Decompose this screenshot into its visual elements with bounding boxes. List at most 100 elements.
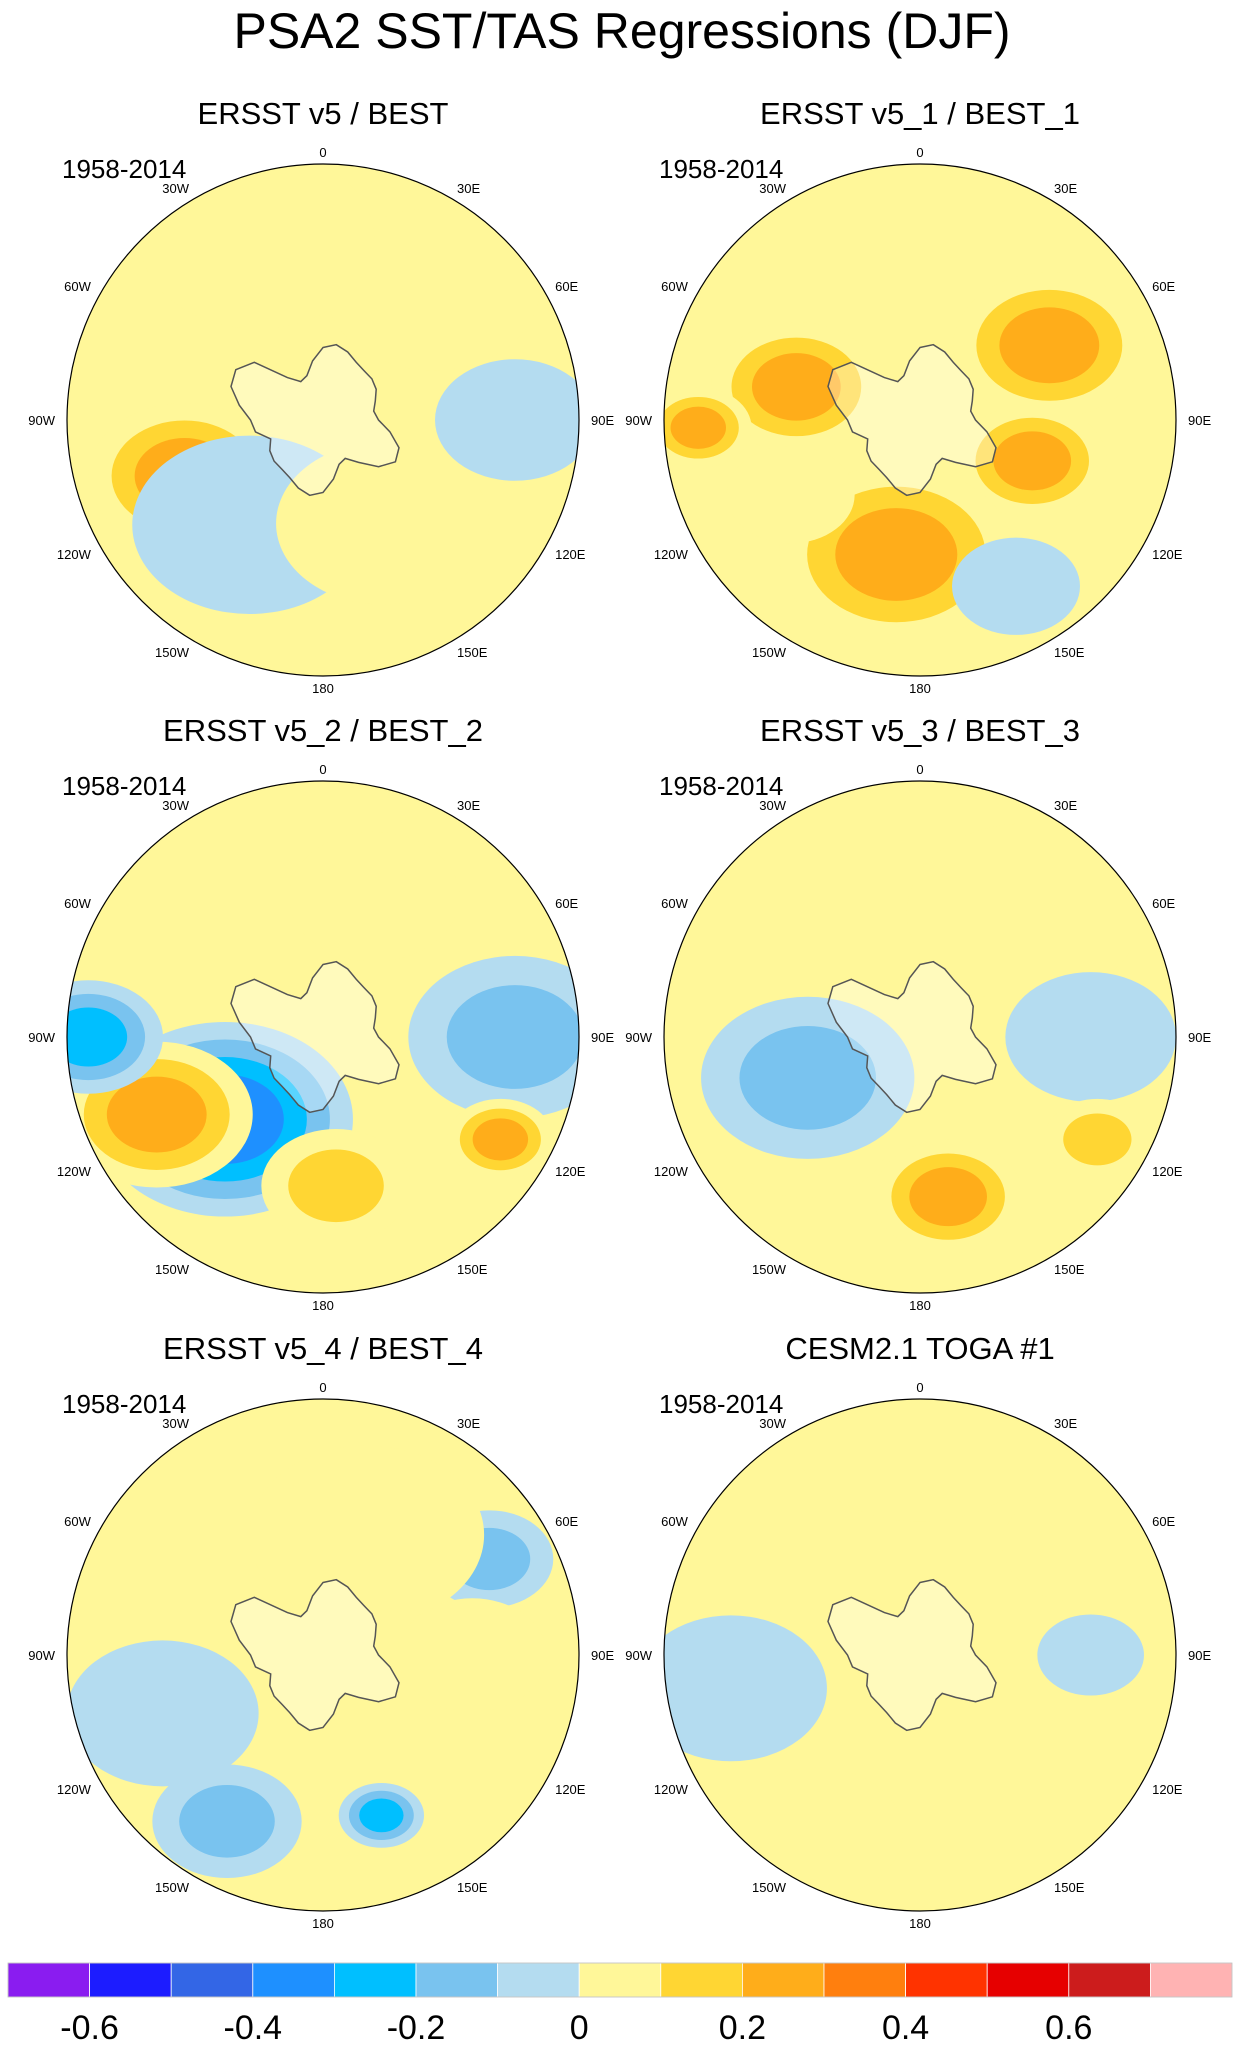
longitude-label: 150E xyxy=(457,1880,488,1895)
longitude-label: 90E xyxy=(591,1030,614,1045)
longitude-label: 90W xyxy=(625,1030,652,1045)
contour-region xyxy=(435,359,579,481)
panel-title: ERSST v5_3 / BEST_3 xyxy=(760,713,1080,748)
period-label: 1958-2014 xyxy=(62,1389,186,1419)
longitude-label: 60E xyxy=(555,279,578,294)
longitude-label: 90E xyxy=(1188,413,1211,428)
colorbar-swatch xyxy=(497,1962,580,1998)
longitude-label: 120W xyxy=(57,1782,92,1797)
longitude-label: 0 xyxy=(319,762,326,777)
regression-field xyxy=(664,781,1176,1293)
contour-region xyxy=(249,1445,485,1624)
map-boundary xyxy=(66,780,580,1294)
longitude-label: 150E xyxy=(1054,645,1085,660)
colorbar-swatch xyxy=(742,1962,825,1998)
longitude-label: 180 xyxy=(312,1298,334,1313)
contour-region xyxy=(1002,1488,1152,1602)
colorbar-swatch xyxy=(252,1962,335,1998)
contour-region xyxy=(952,537,1080,635)
longitude-label: 0 xyxy=(916,762,923,777)
contour-region xyxy=(732,1767,903,1898)
contour-region xyxy=(276,442,490,605)
antarctica-coastline xyxy=(230,1578,400,1732)
period-label: 1958-2014 xyxy=(659,1389,783,1419)
longitude-label: 150E xyxy=(457,1262,488,1277)
longitude-label: 150W xyxy=(752,1880,787,1895)
longitude-label: 30E xyxy=(457,181,480,196)
colorbar-tick-label: 0 xyxy=(570,2009,589,2047)
colorbar-swatch xyxy=(333,1962,417,1998)
longitude-label: 180 xyxy=(312,1916,334,1931)
longitude-label: 90W xyxy=(625,413,652,428)
antarctica-coastline xyxy=(827,1578,997,1732)
colorbar-swatch xyxy=(1150,1962,1233,1998)
longitude-label: 30E xyxy=(457,798,480,813)
panel-title: ERSST v5 / BEST xyxy=(198,96,449,131)
period-label: 1958-2014 xyxy=(62,154,186,184)
longitude-label: 90W xyxy=(28,1030,55,1045)
longitude-label: 30E xyxy=(457,1416,480,1431)
regression-field xyxy=(664,164,1176,676)
antarctica-coastline xyxy=(827,343,997,497)
longitude-label: 60E xyxy=(555,896,578,911)
longitude-label: 30W xyxy=(759,181,786,196)
longitude-label: 90W xyxy=(28,413,55,428)
contour-region xyxy=(993,431,1072,491)
longitude-label: 30E xyxy=(1054,798,1077,813)
map-panel: 0 30E 60E 90E 120E 150E 180 150W 120W 90W 60W 30W ER… xyxy=(625,713,1211,1313)
regression-field xyxy=(67,781,579,1293)
longitude-label: 60W xyxy=(64,279,91,294)
longitude-label: 150W xyxy=(155,1262,190,1277)
period-label: 1958-2014 xyxy=(62,771,186,801)
longitude-label: 60W xyxy=(64,1514,91,1529)
colorbar-frame xyxy=(7,1962,1233,1998)
colorbar-tick-label: -0.6 xyxy=(60,2009,119,2047)
regression-field xyxy=(67,164,579,676)
contour-region xyxy=(999,307,1100,384)
longitude-label: 120E xyxy=(1152,1164,1183,1179)
contour-region xyxy=(751,353,841,421)
longitude-label: 60W xyxy=(64,896,91,911)
longitude-label: 120W xyxy=(57,547,92,562)
longitude-label: 30E xyxy=(1054,181,1077,196)
colorbar-swatch xyxy=(905,1962,988,1998)
contour-region xyxy=(472,1118,529,1161)
contour-region xyxy=(1063,1113,1132,1166)
map-boundary xyxy=(66,1398,580,1912)
contour-region xyxy=(1037,1614,1144,1696)
contour-region xyxy=(67,1640,259,1787)
colorbar-tick-label: 0.4 xyxy=(882,2009,929,2047)
longitude-label: 90E xyxy=(591,1648,614,1663)
longitude-label: 180 xyxy=(909,1916,931,1931)
longitude-label: 30W xyxy=(162,798,189,813)
period-label: 1958-2014 xyxy=(659,154,783,184)
contour-region xyxy=(179,1784,275,1858)
colorbar-swatch xyxy=(415,1962,498,1998)
contour-region xyxy=(909,1167,987,1227)
longitude-label: 30W xyxy=(162,181,189,196)
longitude-label: 0 xyxy=(916,145,923,160)
longitude-label: 60E xyxy=(1152,1514,1175,1529)
map-panel: 0 30E 60E 90E 120E 150E 180 150W 120W 90W 60W 30W ER… xyxy=(28,713,614,1313)
longitude-label: 180 xyxy=(312,681,334,696)
contour-region xyxy=(1005,972,1176,1102)
contour-region xyxy=(726,446,855,544)
map-panel: 0 30E 60E 90E 120E 150E 180 150W 120W 90W 60W 30W ER… xyxy=(625,96,1211,696)
panel-title: CESM2.1 TOGA #1 xyxy=(785,1331,1054,1366)
map-panel: 0 30E 60E 90E 120E 150E 180 150W 120W 90W 60W 30W CE… xyxy=(625,1331,1211,1931)
longitude-label: 120E xyxy=(555,1164,586,1179)
colorbar-swatch xyxy=(986,1962,1070,1998)
map-boundary xyxy=(663,780,1177,1294)
map-boundary xyxy=(66,163,580,677)
colorbar-swatch xyxy=(1068,1962,1151,1998)
longitude-label: 90W xyxy=(28,1648,55,1663)
longitude-label: 120W xyxy=(654,1164,689,1179)
longitude-label: 60W xyxy=(661,896,688,911)
longitude-label: 0 xyxy=(319,1380,326,1395)
longitude-label: 30E xyxy=(1054,1416,1077,1431)
contour-region xyxy=(664,1615,827,1762)
longitude-label: 90W xyxy=(625,1648,652,1663)
colorbar-swatch xyxy=(660,1962,743,1998)
panel-title: ERSST v5_4 / BEST_4 xyxy=(163,1331,483,1366)
